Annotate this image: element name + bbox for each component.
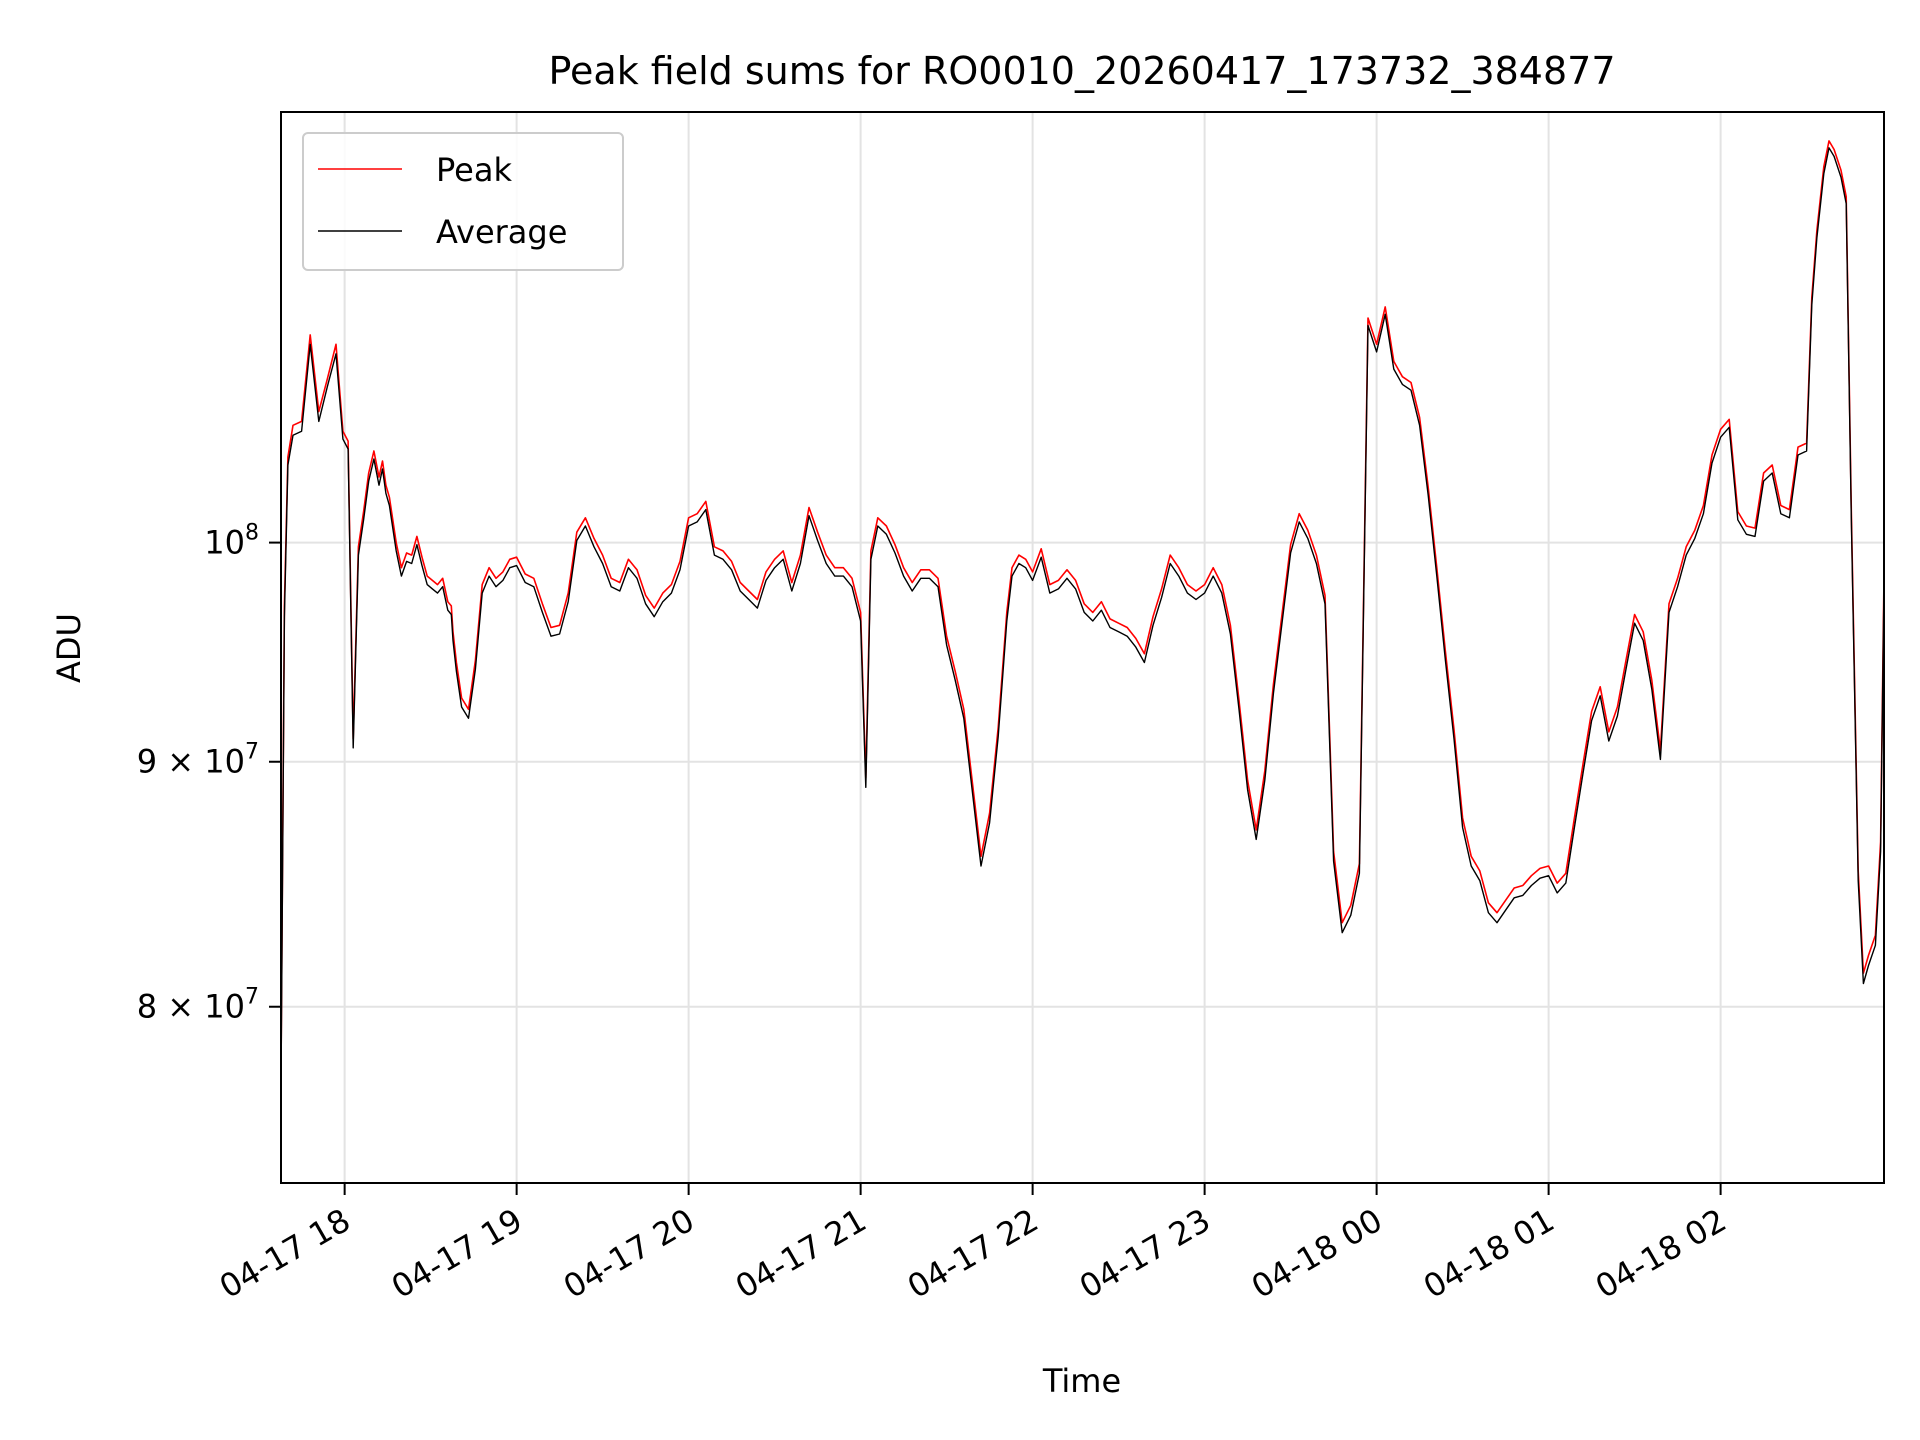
x-axis-label: Time xyxy=(1042,1362,1121,1400)
y-tick-label: 8 × 107 xyxy=(137,985,259,1026)
y-axis-label: ADU xyxy=(50,613,88,683)
plot-frame xyxy=(280,111,1885,1184)
series-lines xyxy=(280,140,1885,1087)
y-tick-label: 108 xyxy=(204,521,259,562)
legend-average-label: Average xyxy=(436,213,567,251)
series-line-peak xyxy=(280,140,1885,1073)
grid-lines xyxy=(281,112,1884,1183)
legend: Peak Average xyxy=(302,132,624,271)
legend-box xyxy=(302,132,624,271)
series-line-average xyxy=(280,147,1885,1087)
legend-peak-label: Peak xyxy=(436,151,512,189)
y-axis-ticks: 8 × 107 9 × 107 108 xyxy=(137,521,281,1026)
y-tick-label: 9 × 107 xyxy=(137,740,259,781)
chart-title: Peak field sums for RO0010_20260417_1737… xyxy=(548,49,1615,93)
